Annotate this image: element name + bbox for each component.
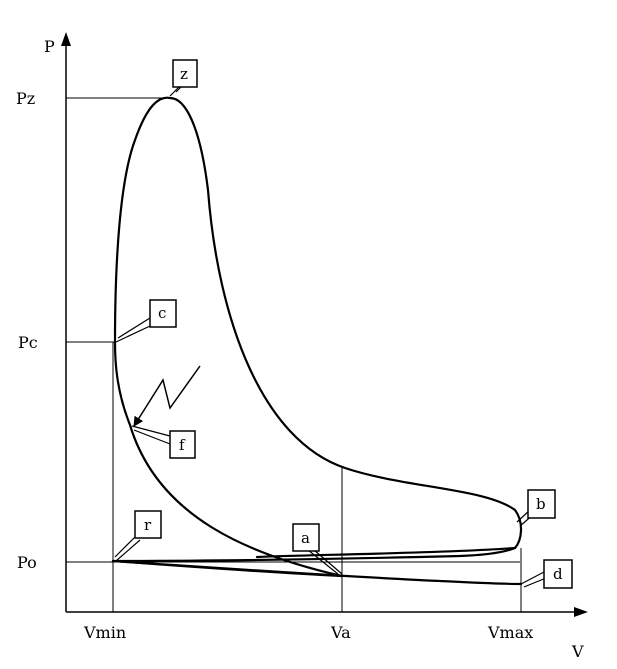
spark-indicator <box>133 365 201 427</box>
spark-zigzag-icon <box>133 365 201 427</box>
tick-labels: Pz Pc Po Vmin Va Vmax <box>16 89 533 642</box>
point-c-callout: c <box>115 299 177 343</box>
tick-label-pc: Pc <box>18 333 38 352</box>
point-labels: z c f r a b <box>114 59 573 589</box>
point-f-label: f <box>179 436 186 454</box>
intake-return-line <box>111 559 344 578</box>
tick-label-pz: Pz <box>16 89 35 108</box>
point-r-label: r <box>144 516 152 534</box>
compression-combustion-expansion-curve <box>113 96 523 578</box>
x-axis-label: V <box>571 642 584 661</box>
tick-label-vmin: Vmin <box>83 623 126 642</box>
intake-line <box>111 546 517 563</box>
point-b-label: b <box>536 495 546 513</box>
point-z-callout: z <box>169 59 198 97</box>
point-a-label: a <box>301 529 310 547</box>
cycle-curves <box>111 96 523 586</box>
point-z-label: z <box>180 65 188 83</box>
x-axis-arrow-icon <box>574 607 588 617</box>
point-b-callout: b <box>516 489 556 527</box>
y-axis-arrow-icon <box>61 32 71 46</box>
y-axis-label: P <box>44 37 55 56</box>
tick-label-po: Po <box>17 553 37 572</box>
axes: P V <box>44 32 588 661</box>
tick-label-va: Va <box>330 623 351 642</box>
point-f-callout: f <box>131 425 196 459</box>
point-a-callout: a <box>292 523 343 575</box>
point-d-callout: d <box>520 559 573 589</box>
point-d-label: d <box>553 565 563 583</box>
point-c-label: c <box>158 304 166 322</box>
point-r-callout: r <box>114 510 162 562</box>
tick-label-vmax: Vmax <box>487 623 533 642</box>
